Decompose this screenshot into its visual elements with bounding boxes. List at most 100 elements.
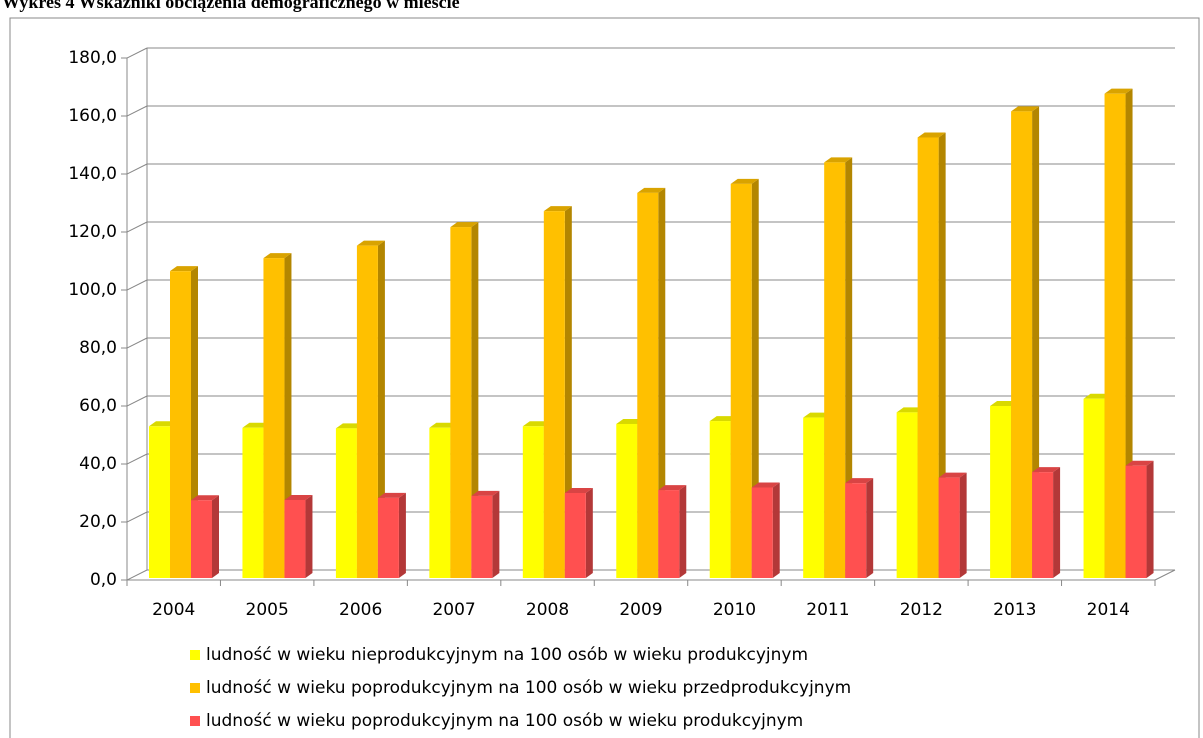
floor-right: [1154, 569, 1176, 581]
bar: [1125, 460, 1154, 578]
bar-side: [658, 187, 666, 578]
bar: [356, 240, 385, 578]
legend-swatch: [190, 716, 200, 726]
bar: [564, 488, 593, 578]
bar: [658, 485, 687, 578]
bar-front: [1104, 93, 1126, 579]
bar: [377, 492, 406, 578]
bar-front: [616, 423, 638, 578]
bar-top: [658, 485, 687, 491]
bar-top: [824, 157, 853, 163]
bar-top: [1125, 460, 1154, 466]
bar-front: [896, 412, 918, 578]
bar-side: [585, 488, 593, 578]
bar-front: [450, 227, 472, 578]
bar-front: [730, 183, 752, 579]
bar-side: [564, 206, 572, 578]
x-tick-label: 2012: [900, 600, 943, 620]
bar-front: [191, 500, 212, 578]
bar: [824, 157, 853, 578]
bar-front: [658, 490, 680, 578]
bar-side: [959, 472, 967, 578]
y-tick-label: 140,0: [68, 164, 117, 184]
bar-side: [679, 485, 687, 578]
x-tick-label: 2004: [152, 600, 195, 620]
bar: [284, 494, 313, 578]
x-tick-label: 2010: [713, 600, 756, 620]
bar-top: [471, 490, 500, 496]
bar-side: [938, 132, 946, 578]
y-tick-label: 160,0: [68, 106, 117, 126]
bar-top: [191, 495, 219, 501]
bar-top: [543, 206, 572, 212]
bar-top: [917, 132, 946, 138]
bar-front: [845, 483, 867, 578]
x-tick-label: 2008: [526, 600, 569, 620]
bar-top: [564, 488, 593, 493]
bar-side: [398, 492, 406, 578]
bar: [450, 222, 479, 578]
grid-line: [126, 163, 148, 175]
legend-swatch: [190, 650, 200, 660]
bar-front: [1083, 398, 1105, 578]
bar-side: [492, 490, 500, 578]
bar: [938, 472, 967, 578]
x-tick-label: 2011: [806, 600, 849, 620]
bar-front: [803, 417, 825, 578]
bar-side: [772, 482, 780, 578]
bar-front: [429, 427, 451, 578]
y-tick-label: 20,0: [79, 512, 117, 532]
bar-front: [170, 271, 191, 578]
bar-front: [263, 258, 285, 578]
bar-front: [284, 499, 306, 578]
y-tick-label: 80,0: [79, 338, 117, 358]
bar-top: [263, 253, 292, 259]
bar-front: [356, 245, 378, 578]
bar: [543, 206, 572, 578]
bar-top: [450, 222, 479, 228]
bar-top: [1032, 467, 1061, 473]
bar-top: [637, 187, 666, 193]
bar: [730, 178, 759, 579]
bar-front: [824, 162, 846, 578]
bar-front: [917, 137, 939, 578]
y-tick-label: 60,0: [79, 396, 117, 416]
x-tick-label: 2005: [246, 600, 289, 620]
grid-line: [126, 569, 148, 581]
bar-side: [305, 494, 313, 578]
bar-front: [522, 426, 544, 578]
bar: [751, 482, 780, 578]
x-tick-label: 2009: [619, 600, 662, 620]
y-tick-label: 40,0: [79, 454, 117, 474]
bar-top: [845, 478, 874, 484]
bar-front: [938, 477, 960, 578]
chart-title: Wykres 4 Wskaźniki obciążenia demografic…: [2, 0, 460, 12]
grid-line: [126, 279, 148, 291]
bar-side: [1146, 460, 1154, 578]
bar-front: [1011, 111, 1033, 579]
bar-front: [990, 406, 1012, 578]
bar-top: [751, 482, 780, 488]
bar-side: [751, 178, 759, 579]
bar: [1032, 467, 1061, 578]
x-tick-label: 2006: [339, 600, 382, 620]
bar-front: [709, 421, 731, 578]
grid-line: [126, 395, 148, 407]
bar-front: [1032, 472, 1054, 578]
bar-top: [730, 178, 759, 184]
legend-label: ludność w wieku nieprodukcyjnym na 100 o…: [206, 645, 808, 665]
grid-line: [126, 105, 148, 117]
grid-line: [126, 453, 148, 465]
bar-top: [938, 472, 967, 478]
bar-top: [377, 492, 406, 498]
bar-front: [543, 211, 565, 578]
bar-side: [212, 495, 219, 578]
x-tick-label: 2014: [1087, 600, 1130, 620]
bar-front: [242, 427, 264, 578]
legend-label: ludność w wieku poprodukcyjnym na 100 os…: [206, 711, 803, 731]
bar: [917, 132, 946, 578]
bar-side: [845, 157, 853, 578]
x-tick-label: 2007: [432, 600, 475, 620]
bar-front: [564, 493, 586, 578]
